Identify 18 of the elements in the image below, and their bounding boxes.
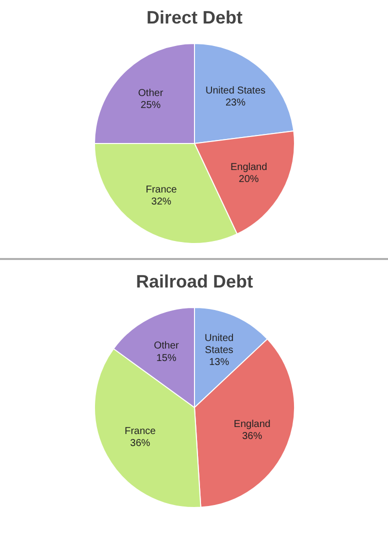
slice-label: France (124, 426, 156, 437)
data-label: 25% (140, 100, 161, 112)
slice-label: Other (154, 340, 180, 352)
slice-label: United States (205, 85, 266, 96)
data-label: 23% (225, 98, 246, 109)
chart-title: Railroad Debt (136, 272, 254, 292)
data-label: 32% (151, 196, 172, 208)
slice-label: United States (204, 333, 234, 356)
data-label: 36% (242, 430, 262, 442)
slice-label: Other (138, 88, 164, 100)
data-label: 36% (130, 438, 150, 449)
data-label: 13% (209, 357, 230, 368)
chart-title: Direct Debt (146, 8, 243, 28)
slice-label: France (146, 184, 178, 196)
data-label: 15% (156, 352, 176, 364)
slice-label: England (234, 418, 270, 430)
slice-label: England (230, 162, 268, 173)
data-label: 20% (238, 174, 259, 185)
